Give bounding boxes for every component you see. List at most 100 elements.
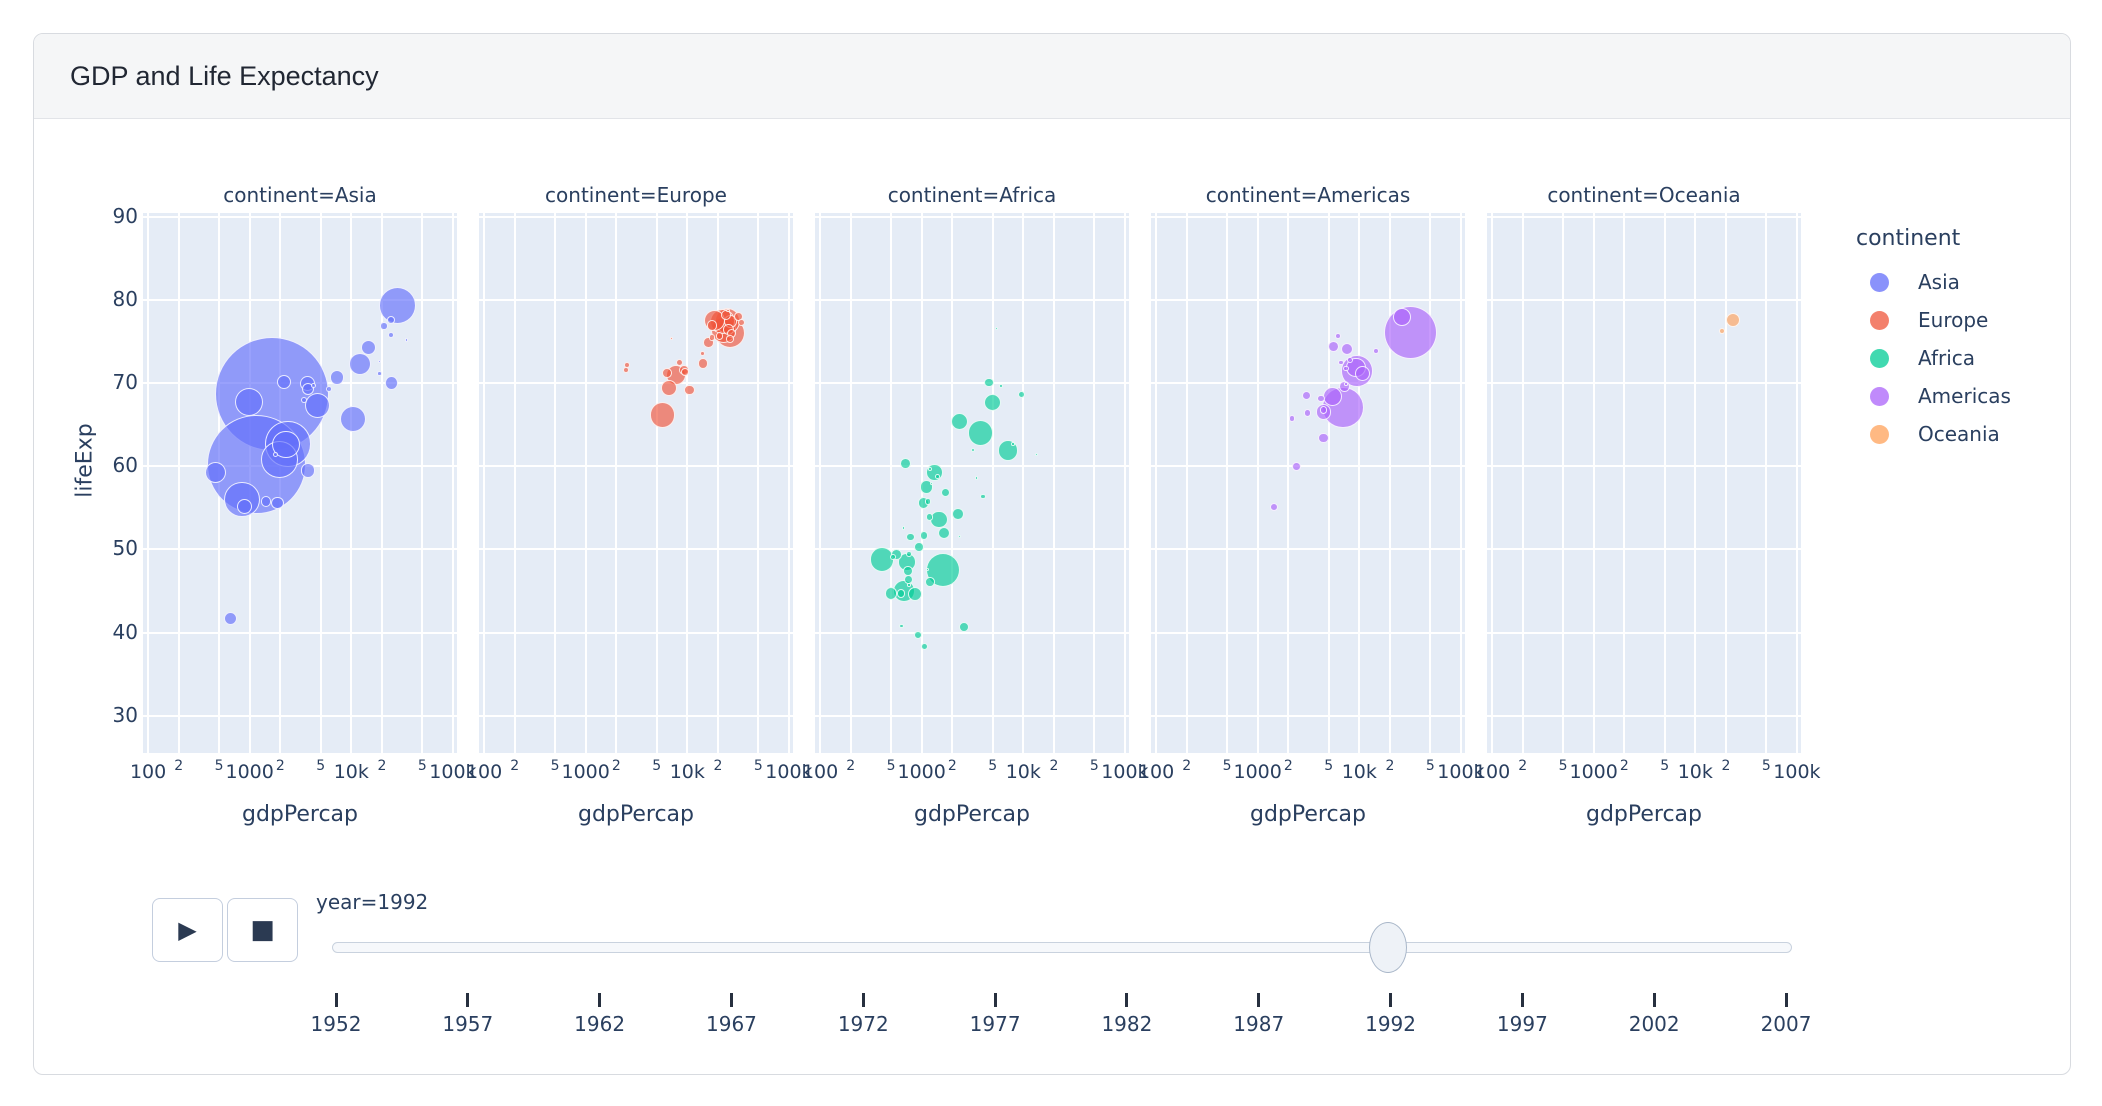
data-point[interactable] bbox=[1011, 442, 1016, 446]
data-point[interactable] bbox=[272, 452, 278, 458]
slider-year-1977[interactable]: 1977 bbox=[969, 1012, 1021, 1036]
legend-item-americas[interactable]: Americas bbox=[1856, 377, 2086, 415]
data-point[interactable] bbox=[378, 360, 382, 364]
data-point[interactable] bbox=[360, 339, 376, 356]
data-point[interactable] bbox=[924, 498, 932, 505]
slider-year-1952[interactable]: 1952 bbox=[310, 1012, 362, 1036]
data-point[interactable] bbox=[304, 393, 330, 419]
data-point[interactable] bbox=[660, 380, 677, 397]
legend-item-europe[interactable]: Europe bbox=[1856, 301, 2086, 339]
slider-year-1997[interactable]: 1997 bbox=[1496, 1012, 1548, 1036]
data-point[interactable] bbox=[1393, 307, 1411, 326]
data-point[interactable] bbox=[204, 461, 226, 483]
data-point[interactable] bbox=[300, 463, 316, 478]
data-point[interactable] bbox=[1317, 394, 1325, 402]
data-point[interactable] bbox=[899, 623, 905, 629]
slider-year-1982[interactable]: 1982 bbox=[1101, 1012, 1153, 1036]
data-point[interactable] bbox=[676, 358, 684, 367]
data-point[interactable] bbox=[1344, 382, 1348, 386]
data-point[interactable] bbox=[669, 336, 674, 341]
legend-item-oceania[interactable]: Oceania bbox=[1856, 415, 2086, 453]
data-point[interactable] bbox=[984, 377, 994, 388]
data-point[interactable] bbox=[1338, 359, 1344, 366]
data-point[interactable] bbox=[900, 457, 911, 469]
data-point[interactable] bbox=[997, 440, 1019, 462]
data-point[interactable] bbox=[994, 326, 998, 331]
data-point[interactable] bbox=[925, 567, 929, 571]
data-point[interactable] bbox=[927, 466, 933, 472]
data-point[interactable] bbox=[897, 589, 906, 598]
data-point[interactable] bbox=[737, 319, 745, 327]
slider-year-1987[interactable]: 1987 bbox=[1233, 1012, 1285, 1036]
data-point[interactable] bbox=[1719, 327, 1726, 335]
data-point[interactable] bbox=[934, 473, 940, 479]
data-point[interactable] bbox=[649, 402, 676, 428]
slider-year-1967[interactable]: 1967 bbox=[706, 1012, 757, 1036]
data-point[interactable] bbox=[1338, 381, 1350, 393]
data-point[interactable] bbox=[720, 310, 731, 321]
data-point[interactable] bbox=[706, 319, 718, 331]
legend-item-africa[interactable]: Africa bbox=[1856, 339, 2086, 377]
data-point[interactable] bbox=[623, 366, 630, 374]
stop-button[interactable]: ■ bbox=[227, 898, 298, 962]
data-point[interactable] bbox=[959, 621, 970, 632]
data-point[interactable] bbox=[951, 413, 969, 430]
data-point[interactable] bbox=[1373, 347, 1380, 355]
data-point[interactable] bbox=[905, 551, 912, 558]
data-point[interactable] bbox=[348, 353, 371, 376]
data-point[interactable] bbox=[1303, 409, 1312, 417]
slider-year-1992[interactable]: 1992 bbox=[1365, 1012, 1416, 1036]
data-point[interactable] bbox=[907, 583, 911, 587]
data-point[interactable] bbox=[378, 286, 416, 324]
data-point[interactable] bbox=[684, 384, 695, 396]
data-point[interactable] bbox=[301, 383, 314, 396]
slider-year-1957[interactable]: 1957 bbox=[442, 1012, 494, 1036]
data-point[interactable] bbox=[330, 370, 345, 385]
data-point[interactable] bbox=[300, 396, 308, 404]
data-point[interactable] bbox=[310, 383, 316, 389]
data-point[interactable] bbox=[902, 526, 906, 530]
data-point[interactable] bbox=[404, 338, 409, 343]
data-point[interactable] bbox=[919, 531, 929, 540]
data-point[interactable] bbox=[384, 376, 399, 391]
data-point[interactable] bbox=[662, 368, 672, 379]
data-point[interactable] bbox=[967, 420, 994, 447]
data-point[interactable] bbox=[380, 322, 388, 330]
data-point[interactable] bbox=[1354, 365, 1370, 381]
data-point[interactable] bbox=[1288, 414, 1296, 422]
data-point[interactable] bbox=[952, 507, 964, 520]
data-point[interactable] bbox=[377, 371, 382, 376]
data-point[interactable] bbox=[726, 308, 730, 312]
data-point[interactable] bbox=[1034, 453, 1039, 457]
data-point[interactable] bbox=[980, 493, 986, 499]
data-point[interactable] bbox=[1291, 461, 1301, 471]
data-point[interactable] bbox=[1347, 357, 1354, 363]
slider-year-1972[interactable]: 1972 bbox=[837, 1012, 889, 1036]
data-point[interactable] bbox=[223, 611, 238, 626]
data-point[interactable] bbox=[930, 510, 949, 529]
data-point[interactable] bbox=[326, 386, 333, 393]
data-point[interactable] bbox=[908, 587, 923, 602]
data-point[interactable] bbox=[890, 553, 897, 561]
data-point[interactable] bbox=[937, 526, 950, 539]
data-point[interactable] bbox=[271, 496, 284, 510]
data-point[interactable] bbox=[387, 316, 396, 325]
data-point[interactable] bbox=[1725, 313, 1740, 328]
data-point[interactable] bbox=[700, 351, 706, 356]
data-point[interactable] bbox=[681, 367, 689, 376]
data-point[interactable] bbox=[885, 587, 898, 600]
data-point[interactable] bbox=[925, 577, 935, 587]
data-point[interactable] bbox=[974, 476, 978, 480]
data-point[interactable] bbox=[984, 393, 1002, 411]
play-button[interactable]: ▶ bbox=[152, 898, 223, 962]
data-point[interactable] bbox=[1328, 341, 1340, 353]
slider-year-1962[interactable]: 1962 bbox=[574, 1012, 626, 1036]
data-point[interactable] bbox=[940, 487, 951, 497]
year-slider-handle[interactable] bbox=[1369, 922, 1407, 973]
data-point[interactable] bbox=[388, 332, 395, 339]
data-point[interactable] bbox=[903, 566, 914, 576]
year-slider-track[interactable] bbox=[332, 942, 1792, 953]
data-point[interactable] bbox=[260, 495, 272, 507]
data-point[interactable] bbox=[929, 482, 934, 486]
data-point[interactable] bbox=[276, 374, 291, 389]
